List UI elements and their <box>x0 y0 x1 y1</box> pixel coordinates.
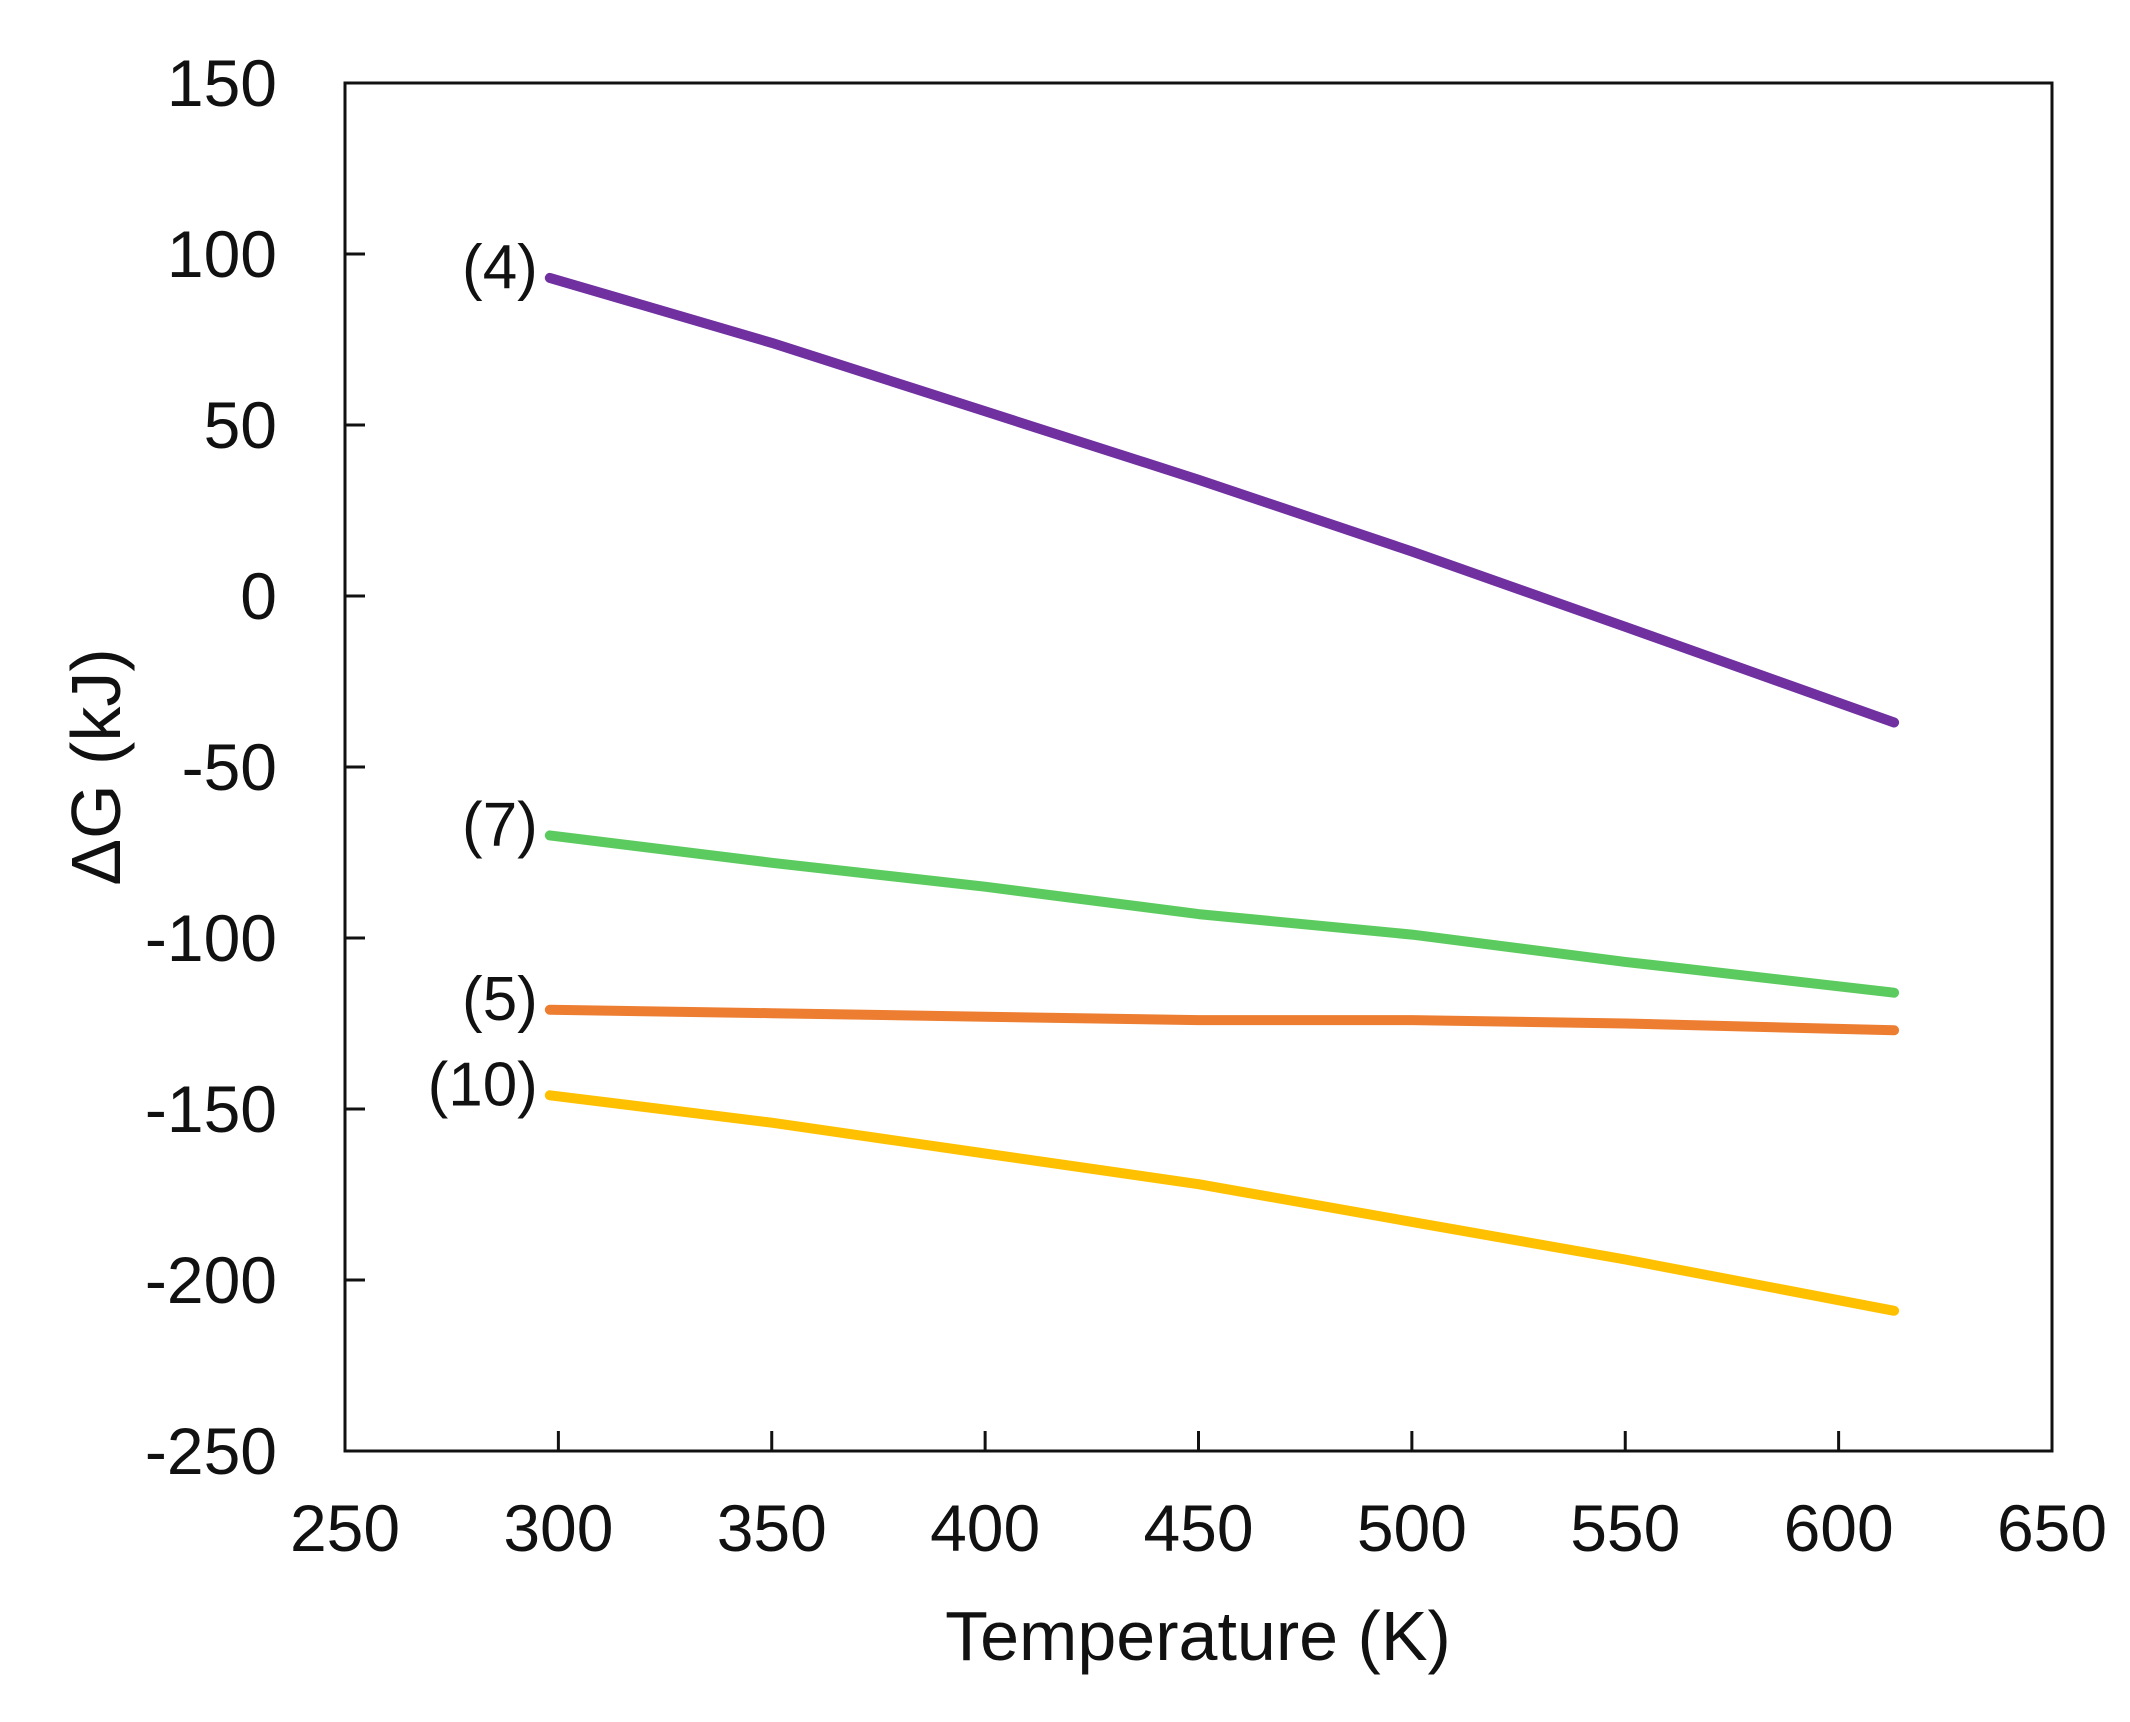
y-tick-label-100: 100 <box>167 217 277 291</box>
x-tick-label-500: 500 <box>1357 1491 1467 1565</box>
series-line-3 <box>544 1004 1900 1036</box>
series-line-1 <box>544 272 1900 728</box>
y-tick-label--250: -250 <box>145 1414 277 1488</box>
y-tick-label--150: -150 <box>145 1072 277 1146</box>
y-tick-label--100: -100 <box>145 901 277 975</box>
y-tick-label--50: -50 <box>182 730 277 804</box>
x-tick-label-250: 250 <box>290 1491 400 1565</box>
x-axis-ticks: 250 300 350 400 450 500 550 600 650 <box>290 1431 2107 1565</box>
series-label-4: (10) <box>428 1050 538 1119</box>
series-lines <box>544 272 1900 1316</box>
series-line-2 <box>544 830 1900 998</box>
x-tick-label-350: 350 <box>717 1491 827 1565</box>
y-tick-label--200: -200 <box>145 1243 277 1317</box>
series-labels: (4) (7) (5) (10) <box>428 233 538 1119</box>
series-label-3: (5) <box>462 965 538 1034</box>
x-tick-label-300: 300 <box>503 1491 613 1565</box>
x-tick-label-650: 650 <box>1997 1491 2107 1565</box>
x-tick-label-400: 400 <box>930 1491 1040 1565</box>
y-tick-label-50: 50 <box>204 388 277 462</box>
series-line-4 <box>544 1090 1900 1316</box>
x-tick-label-450: 450 <box>1143 1491 1253 1565</box>
x-tick-label-550: 550 <box>1570 1491 1680 1565</box>
y-axis-ticks: 150 100 50 0 -50 -100 -150 -200 -250 <box>145 46 365 1488</box>
y-axis-title: ΔG (kJ) <box>57 648 135 885</box>
y-tick-label-0: 0 <box>240 559 277 633</box>
y-tick-label-150: 150 <box>167 46 277 120</box>
series-label-2: (7) <box>462 790 538 859</box>
x-tick-label-600: 600 <box>1784 1491 1894 1565</box>
x-axis-title: Temperature (K) <box>945 1597 1451 1675</box>
series-label-1: (4) <box>462 233 538 302</box>
